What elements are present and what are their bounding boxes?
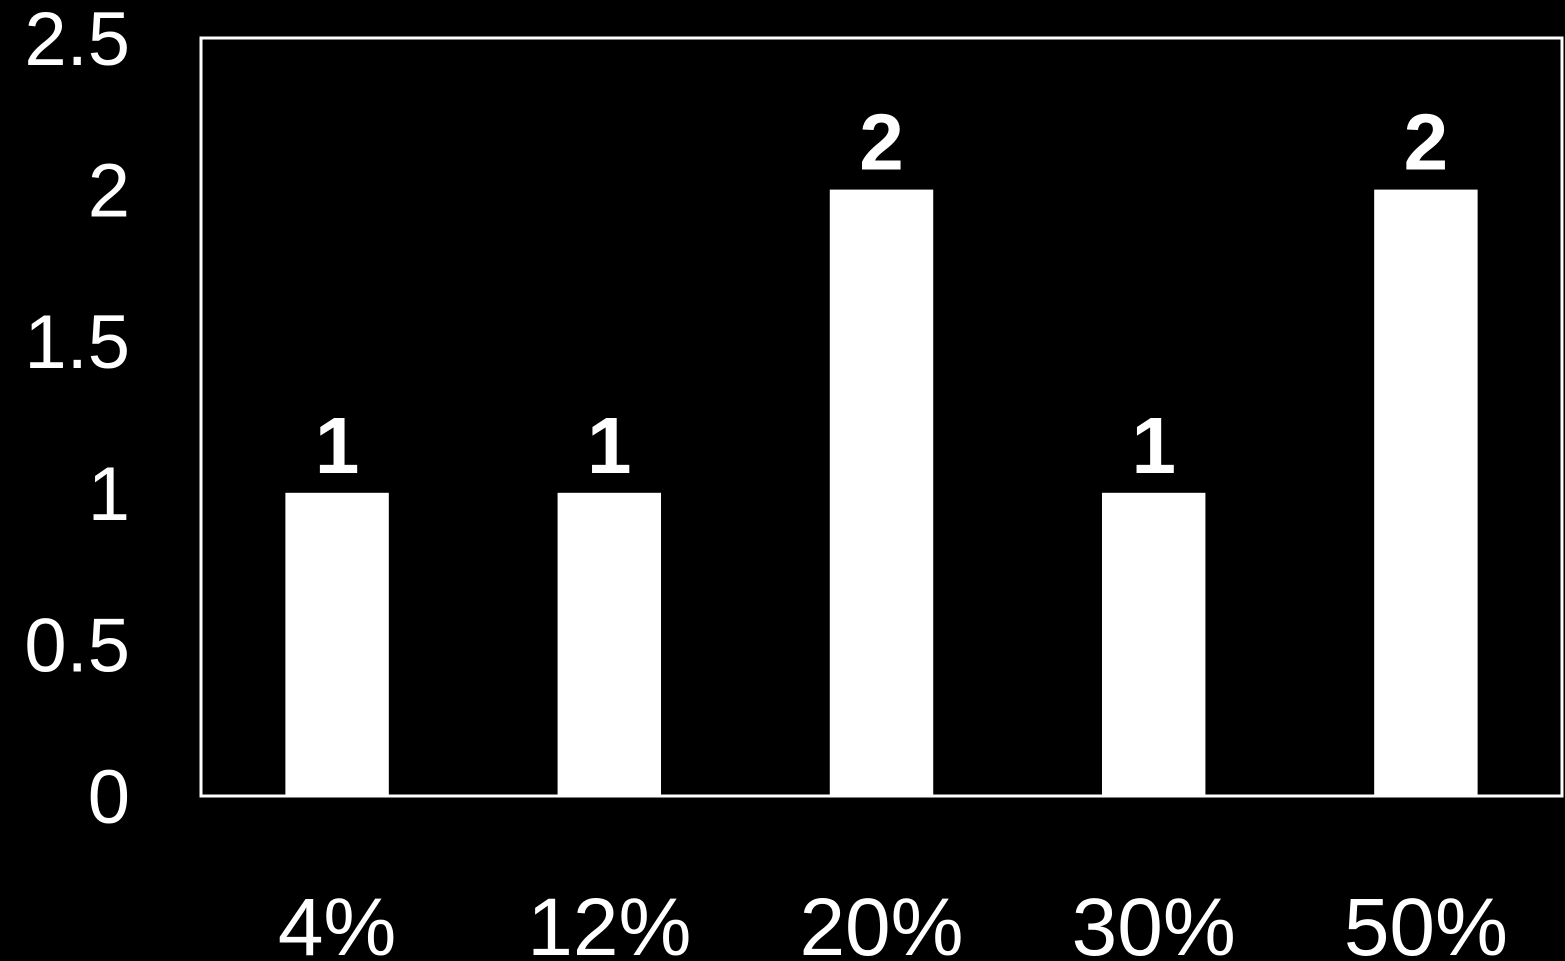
- data-label-2: 1: [587, 401, 632, 490]
- x-tick-label-2: 12%: [527, 882, 691, 961]
- y-tick-label-2: 1: [88, 452, 130, 537]
- x-tick-label-1: 4%: [278, 882, 397, 961]
- data-label-4: 1: [1131, 401, 1176, 490]
- bar-2: [557, 492, 662, 796]
- data-label-3: 2: [859, 98, 904, 187]
- bar-5: [1374, 189, 1478, 797]
- y-axis-tick-labels: 0 0.5 1 1.5 2 2.5: [24, 0, 130, 840]
- data-labels-group: 1 1 2 1 2: [315, 98, 1448, 490]
- y-tick-label-4: 2: [88, 149, 130, 234]
- bars-group: [285, 189, 1478, 797]
- x-axis-category-labels: 4% 12% 20% 30% 50%: [278, 882, 1508, 961]
- data-label-1: 1: [315, 401, 360, 490]
- y-tick-label-3: 1.5: [24, 300, 130, 385]
- bar-4: [1101, 492, 1206, 796]
- data-label-5: 2: [1404, 98, 1449, 187]
- y-tick-label-5: 2.5: [24, 0, 130, 82]
- bar-3: [829, 189, 934, 797]
- x-tick-label-5: 50%: [1344, 882, 1508, 961]
- x-tick-label-3: 20%: [799, 882, 963, 961]
- x-tick-label-4: 30%: [1072, 882, 1236, 961]
- bar-1: [285, 492, 389, 796]
- y-tick-label-0: 0: [88, 755, 130, 840]
- y-tick-label-1: 0.5: [24, 603, 130, 688]
